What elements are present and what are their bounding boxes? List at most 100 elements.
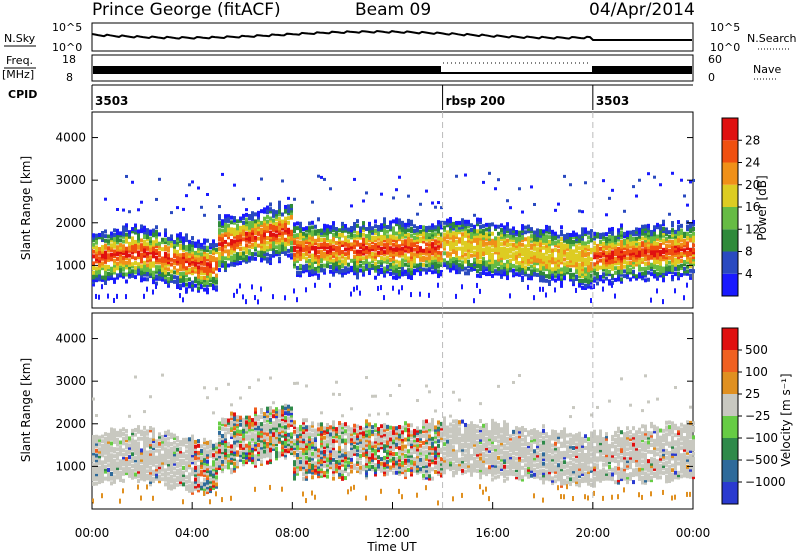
echo-cell [611,241,614,246]
echo-cell [161,265,164,270]
echo-cell [305,467,308,472]
echo-cell [281,233,284,238]
echo-cell [185,259,188,264]
echo-cell [119,449,122,454]
echo-cell [596,255,599,260]
echo-cell [272,294,274,300]
echo-cell [203,287,206,292]
echo-cell [392,256,395,261]
echo-cell [104,439,107,444]
echo-cell [254,235,257,240]
echo-cell [206,264,209,269]
echo-cell [245,231,248,236]
echo-cell [386,234,389,239]
echo-cell [302,425,305,430]
echo-cell [95,250,98,255]
echo-cell [578,283,581,288]
echo-cell [356,223,359,228]
echo-cell [179,463,182,468]
echo-cell [194,449,197,454]
echo-cell [248,441,251,446]
echo-cell [323,268,326,273]
echo-cell [437,245,440,250]
echo-cell [170,278,173,283]
echo-cell [347,227,350,232]
echo-cell [155,255,158,260]
echo-cell [623,260,626,265]
echo-cell [461,251,464,256]
echo-cell [314,494,316,500]
echo-cell [404,222,407,227]
echo-cell [152,228,155,233]
echo-cell [419,262,422,267]
echo-cell [575,287,577,293]
echo-cell [215,280,218,285]
echo-cell [293,474,296,479]
echo-cell [506,238,509,243]
echo-cell [293,226,296,231]
echo-cell [254,442,257,447]
echo-cell [230,423,233,428]
echo-cell [182,472,185,477]
echo-cell [131,238,134,243]
echo-cell [602,251,605,256]
echo-cell [140,264,143,269]
echo-cell [686,241,689,246]
echo-cell [635,236,638,241]
echo-cell [224,432,227,437]
echo-cell [431,242,434,247]
echo-cell [248,420,251,425]
echo-cell [131,428,134,433]
echo-cell [611,234,614,239]
echo-cell [650,267,653,272]
echo-cell [524,272,527,277]
echo-cell [227,235,230,240]
echo-cell [278,247,281,252]
echo-cell [293,252,296,257]
echo-cell [449,263,452,268]
echo-cell [104,264,107,269]
echo-cell [587,272,590,277]
echo-cell [653,274,656,279]
echo-cell [125,251,128,256]
echo-cell [656,260,659,265]
echo-cell [272,437,275,442]
echo-cell [554,231,557,236]
echo-cell [116,266,119,271]
echo-cell [116,293,118,299]
echo-cell [284,228,287,233]
echo-cell [284,230,287,235]
echo-cell [542,229,545,234]
echo-cell [137,266,140,271]
echo-cell [350,226,353,231]
echo-cell [107,253,110,258]
echo-cell [158,260,161,265]
echo-cell [344,240,347,245]
echo-cell [539,266,542,271]
echo-cell [374,245,377,250]
echo-cell [380,234,383,239]
echo-cell [449,231,452,236]
echo-cell [140,245,143,250]
echo-cell [455,232,458,237]
echo-cell [95,257,98,262]
echo-cell [152,261,155,266]
echo-cell [359,256,362,261]
echo-cell [146,443,149,448]
echo-cell [398,251,401,256]
echo-cell [407,240,410,245]
echo-cell [380,256,383,261]
echo-cell [488,255,491,260]
echo-cell [605,269,608,274]
echo-cell [152,476,155,481]
echo-cell [95,238,98,243]
echo-cell [209,259,212,264]
echo-cell [230,229,233,234]
echo-cell [275,451,278,456]
echo-cell [608,241,611,246]
echo-cell [617,270,620,275]
echo-cell [152,479,155,484]
echo-cell [161,247,164,252]
echo-cell [458,220,461,225]
echo-cell [626,263,629,268]
